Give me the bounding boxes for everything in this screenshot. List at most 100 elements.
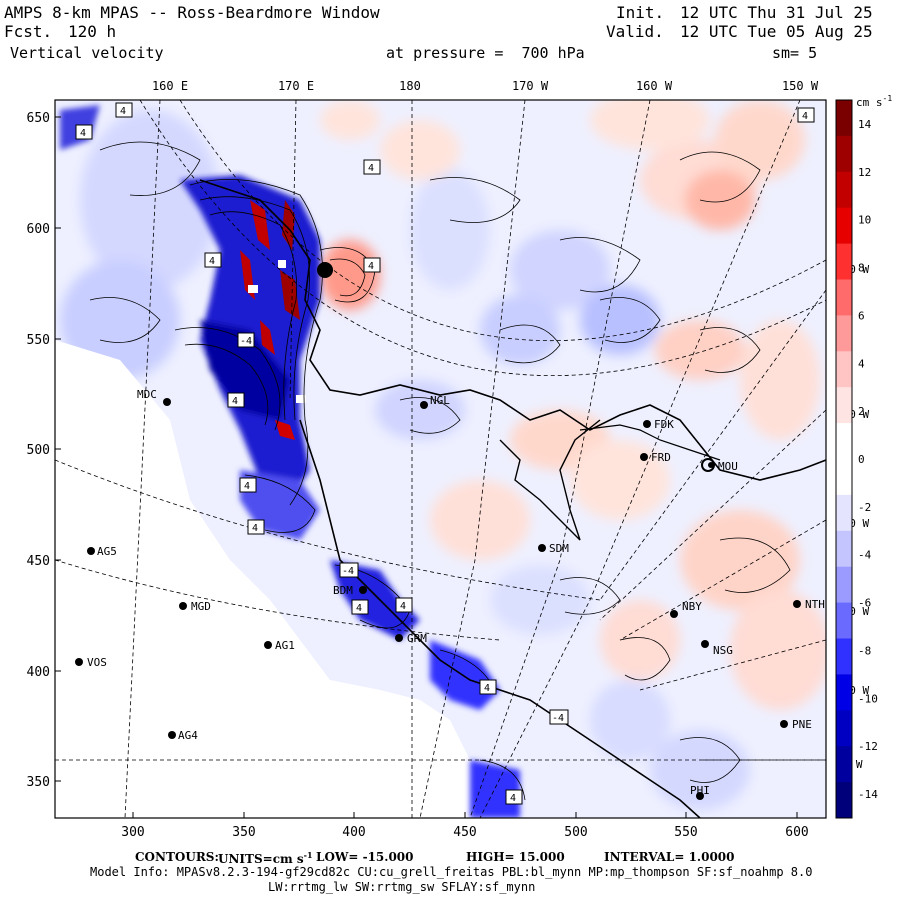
init-time: 12 UTC Thu 31 Jul 25 [680, 3, 873, 22]
y-tick-label: 500 [27, 443, 61, 458]
lon-label: 170 E [278, 79, 314, 93]
svg-text:4: 4 [802, 111, 808, 122]
svg-text:4: 4 [252, 523, 258, 534]
colorbar-swatch [836, 279, 852, 316]
contour-label: 4 [797, 107, 815, 123]
colorbar-tick-label: -8 [858, 644, 871, 657]
station-fdk: FDK [643, 418, 674, 431]
colorbar-tick-label: 4 [858, 357, 865, 370]
station-mou: MOU [708, 460, 738, 473]
svg-text:400: 400 [27, 665, 50, 680]
colorbar-swatch [836, 602, 852, 639]
graticule [55, 100, 826, 818]
colorbar-swatch [836, 315, 852, 352]
y-tick-label: 350 [27, 775, 61, 790]
colorbar-swatch [836, 243, 852, 280]
svg-text:GRM: GRM [407, 632, 427, 645]
colorbar-tick-label: -4 [858, 549, 872, 562]
x-tick-label: 400 [342, 812, 366, 840]
y-tick-label: 600 [27, 222, 61, 237]
colorbar-tick-label: 6 [858, 309, 865, 322]
colorbar-swatch [836, 423, 852, 460]
svg-text:4: 4 [368, 261, 374, 272]
contours-interval: INTERVAL= 1.0000 [604, 850, 735, 864]
svg-text:AG4: AG4 [178, 729, 198, 742]
station-bdm: BDM [333, 584, 367, 597]
svg-text:4: 4 [232, 396, 238, 407]
svg-text:4: 4 [209, 256, 215, 267]
colorbar-tick-label: 12 [858, 166, 871, 179]
svg-text:550: 550 [27, 333, 50, 348]
station-vos: VOS [75, 656, 107, 669]
colorbar-tick-label: 0 [858, 453, 865, 466]
svg-text:AG1: AG1 [275, 639, 295, 652]
valid-time: 12 UTC Tue 05 Aug 25 [680, 22, 873, 41]
station-ag5: AG5 [87, 545, 117, 558]
svg-text:500: 500 [564, 825, 587, 840]
y-tick-label: 450 [27, 554, 61, 569]
svg-text:MOU: MOU [718, 460, 738, 473]
contour-label: 4 [227, 392, 245, 408]
svg-text:NBY: NBY [682, 600, 702, 613]
contour-label: 4 [479, 679, 497, 695]
colorbar-swatch [836, 638, 852, 675]
x-tick-label: 450 [453, 812, 477, 840]
svg-text:550: 550 [674, 825, 697, 840]
svg-text:4: 4 [120, 106, 126, 117]
colorbar-swatch [836, 459, 852, 496]
svg-text:450: 450 [453, 825, 476, 840]
station-frd: FRD [640, 451, 671, 464]
model-info-2: LW:rrtmg_lw SW:rrtmg_sw SFLAY:sf_mynn [268, 880, 536, 894]
x-tick-label: 500 [564, 812, 588, 840]
colorbar-swatch [836, 530, 852, 568]
contour-label: 4 [75, 124, 93, 140]
x-tick-label: 300 [121, 812, 145, 840]
coast-detail [579, 424, 721, 461]
grounding-line [499, 419, 601, 541]
contour-label: 4 [363, 257, 381, 273]
contour-label: 4 [247, 519, 265, 535]
station-phi: PHI [690, 784, 710, 800]
svg-text:NTH: NTH [805, 598, 825, 611]
station-nby: NBY [670, 600, 702, 618]
svg-text:FRD: FRD [651, 451, 671, 464]
svg-text:600: 600 [785, 825, 808, 840]
init-label: Init. [616, 3, 665, 22]
svg-text:BDM: BDM [333, 584, 353, 597]
svg-text:cm s-1: cm s-1 [856, 94, 892, 109]
y-tick-label: 550 [27, 333, 61, 348]
colorbar-ticks: 14 12 10 8 6 4 2 0 -2 -4 -6 -8 -10 -12 -14 [858, 118, 878, 801]
svg-text:650: 650 [27, 111, 50, 126]
model-title: AMPS 8-km MPAS -- Ross-Beardmore Window [4, 3, 380, 22]
contour-label: 4 [115, 102, 133, 118]
station-mgd: MGD [179, 600, 211, 613]
lon-label: 160 W [636, 79, 673, 93]
lon-label: 180 [399, 79, 421, 93]
colorbar-tick-label: -6 [858, 597, 871, 610]
colorbar-swatch [836, 710, 852, 747]
contours-low: LOW= -15.000 [316, 850, 414, 864]
svg-text:-4: -4 [240, 336, 252, 347]
contour-label: -4 [339, 562, 359, 578]
x-axis: 300 350 400 450 500 550 600 [121, 812, 809, 840]
colorbar-tick-label: 2 [858, 405, 865, 418]
lon-label: 160 E [152, 79, 188, 93]
svg-text:600: 600 [27, 222, 50, 237]
station-ag4: AG4 [168, 729, 198, 742]
plot-area: 4 4 4 4 4 -4 4 4 4 -4 4 4 -4 4 4 4 MDC N… [55, 100, 826, 818]
station-nth: NTH [793, 598, 825, 611]
svg-text:450: 450 [27, 554, 50, 569]
station-mdc: MDC [137, 388, 171, 406]
contour-label: 4 [363, 159, 381, 175]
svg-text:4: 4 [484, 683, 490, 694]
colorbar-swatch [836, 351, 852, 388]
y-axis: 650 600 550 500 450 400 350 [27, 111, 61, 790]
y-tick-label: 650 [27, 111, 61, 126]
svg-text:FDK: FDK [654, 418, 674, 431]
svg-text:-4: -4 [342, 566, 354, 577]
station-pne: PNE [780, 718, 812, 731]
transantarctic-coastline [299, 419, 701, 818]
colorbar-tick-label: 8 [858, 262, 865, 275]
contour-label: 4 [239, 477, 257, 493]
pressure-level: at pressure = 700 hPa [386, 44, 585, 62]
